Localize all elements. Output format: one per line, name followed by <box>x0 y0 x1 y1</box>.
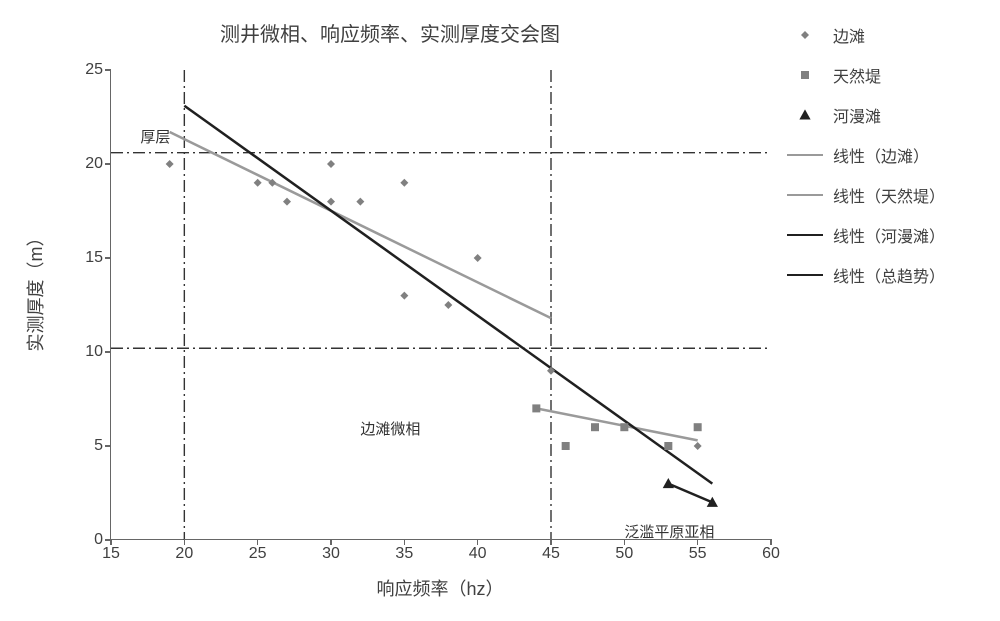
plot-svg <box>111 70 770 539</box>
legend-swatch <box>785 234 825 237</box>
point-tian_ran_di <box>664 442 672 450</box>
x-tick-label: 60 <box>762 545 780 563</box>
plot-area: 051015202515202530354045505560厚层边滩微相泛滥平原… <box>110 70 770 540</box>
point-bian_tan <box>400 179 408 187</box>
point-bian_tan <box>474 254 482 262</box>
crossplot-figure: 测井微相、响应频率、实测厚度交会图 实测厚度（m） 响应频率（hz） 05101… <box>10 10 990 610</box>
point-bian_tan <box>694 442 702 450</box>
x-tick-label: 45 <box>542 545 560 563</box>
y-tick-label: 15 <box>85 249 103 267</box>
legend-item: 河漫滩 <box>785 95 980 135</box>
point-bian_tan <box>547 367 555 375</box>
y-tick <box>105 163 111 165</box>
y-tick-label: 5 <box>94 437 103 455</box>
legend-label: 边滩 <box>833 23 865 47</box>
legend-item: 边滩 <box>785 15 980 55</box>
legend-swatch <box>785 274 825 277</box>
annotation: 厚层 <box>140 126 170 147</box>
trend-line-he_man_tan_line <box>668 484 712 503</box>
x-axis-label: 响应频率（hz） <box>376 575 503 601</box>
legend-swatch <box>785 25 825 45</box>
point-tian_ran_di <box>562 442 570 450</box>
x-tick-label: 30 <box>322 545 340 563</box>
y-tick <box>105 257 111 259</box>
point-tian_ran_di <box>694 423 702 431</box>
point-he_man_tan <box>707 497 718 507</box>
legend-item: 线性（河漫滩） <box>785 215 980 255</box>
point-bian_tan <box>444 301 452 309</box>
x-tick-label: 20 <box>175 545 193 563</box>
trend-line-tian_ran_di_line <box>536 408 697 440</box>
point-tian_ran_di <box>620 423 628 431</box>
point-bian_tan <box>400 292 408 300</box>
legend-label: 线性（河漫滩） <box>833 223 945 247</box>
trend-line-total_trend <box>184 106 712 484</box>
x-tick-label: 55 <box>689 545 707 563</box>
legend-swatch <box>785 154 825 157</box>
y-axis-label: 实测厚度（m） <box>22 229 48 352</box>
point-bian_tan <box>268 179 276 187</box>
legend-label: 河漫滩 <box>833 103 881 127</box>
legend-swatch <box>785 105 825 125</box>
legend: 边滩天然堤河漫滩线性（边滩） 线性（天然堤） 线性（河漫滩） 线性（总趋势） <box>785 15 980 295</box>
y-tick <box>105 69 111 71</box>
annotation: 泛滥平原亚相 <box>624 521 714 542</box>
point-he_man_tan <box>663 478 674 488</box>
legend-swatch <box>785 194 825 197</box>
point-bian_tan <box>283 198 291 206</box>
legend-item: 线性（天然堤） <box>785 175 980 215</box>
legend-item: 天然堤 <box>785 55 980 95</box>
legend-label: 天然堤 <box>833 63 881 87</box>
annotation: 边滩微相 <box>360 418 420 439</box>
legend-item: 线性（边滩） <box>785 135 980 175</box>
point-tian_ran_di <box>591 423 599 431</box>
x-tick-label: 50 <box>615 545 633 563</box>
legend-label: 线性（边滩） <box>833 143 929 167</box>
x-tick-label: 40 <box>469 545 487 563</box>
trend-line-bian_tan_line <box>170 132 551 318</box>
point-bian_tan <box>166 160 174 168</box>
y-tick-label: 25 <box>85 61 103 79</box>
x-tick-label: 15 <box>102 545 120 563</box>
legend-item: 线性（总趋势） <box>785 255 980 295</box>
point-tian_ran_di <box>532 404 540 412</box>
point-bian_tan <box>327 198 335 206</box>
point-bian_tan <box>356 198 364 206</box>
legend-label: 线性（总趋势） <box>833 263 945 287</box>
x-tick-label: 25 <box>249 545 267 563</box>
legend-swatch <box>785 65 825 85</box>
y-tick <box>105 351 111 353</box>
legend-label: 线性（天然堤） <box>833 183 945 207</box>
y-tick <box>105 445 111 447</box>
x-tick-label: 35 <box>395 545 413 563</box>
y-tick-label: 20 <box>85 155 103 173</box>
point-bian_tan <box>327 160 335 168</box>
point-bian_tan <box>254 179 262 187</box>
chart-title: 测井微相、响应频率、实测厚度交会图 <box>10 18 770 47</box>
y-tick-label: 10 <box>85 343 103 361</box>
